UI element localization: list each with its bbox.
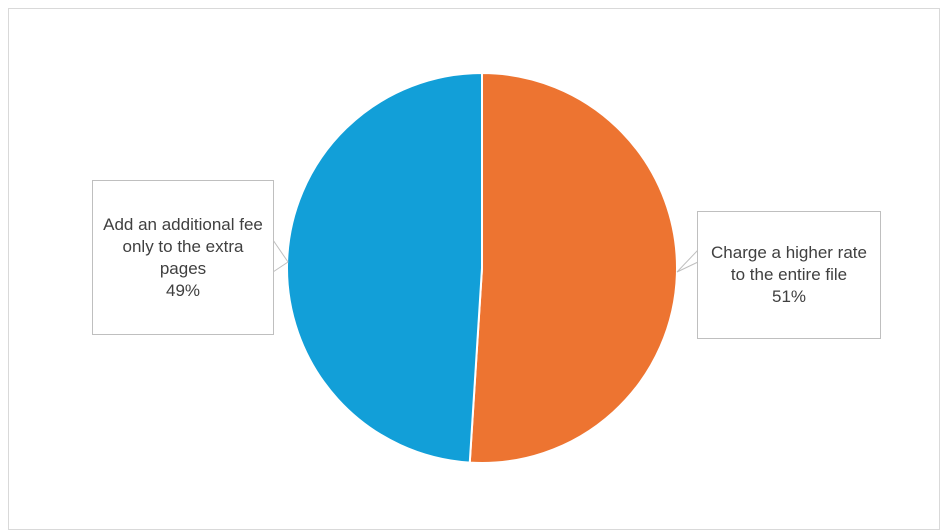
- callout-pointer-left: [272, 238, 289, 273]
- data-label-category: Add an additional fee only to the extra …: [103, 214, 263, 278]
- data-label-percent: 51%: [771, 287, 807, 306]
- data-label-charge-higher-rate: Charge a higher rate to the entire file …: [697, 211, 881, 339]
- callout-pointer-right: [676, 248, 699, 273]
- pie-slices: [286, 71, 678, 464]
- data-label-category: Charge a higher rate to the entire file: [711, 243, 867, 284]
- data-label-percent: 49%: [165, 280, 201, 300]
- pie-chart: [272, 71, 699, 464]
- data-label-additional-fee: Add an additional fee only to the extra …: [92, 180, 274, 335]
- pie-slice-charge-higher-rate: [468, 71, 678, 464]
- pie-slice-additional-fee: [286, 71, 483, 464]
